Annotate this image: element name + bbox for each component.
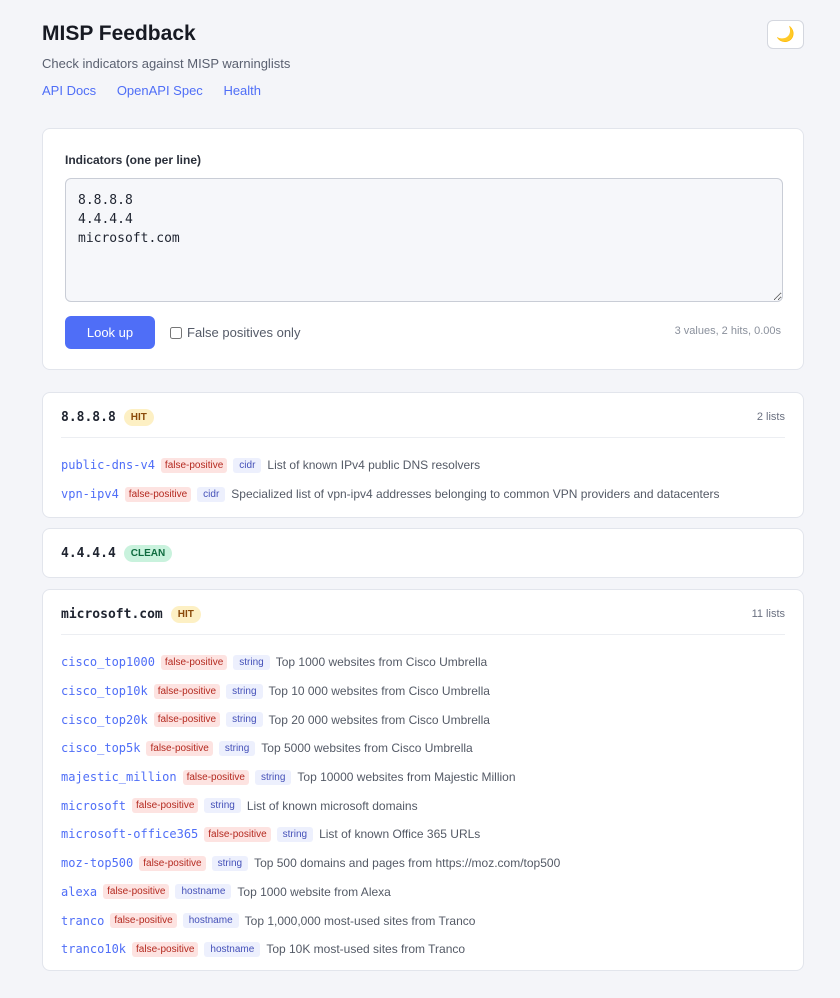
type-tag: string <box>226 712 263 728</box>
category-tag: false-positive <box>124 486 192 502</box>
type-tag: cidr <box>233 457 262 473</box>
openapi-spec-link[interactable]: OpenAPI Spec <box>116 83 203 98</box>
type-tag: hostname <box>182 913 239 929</box>
indicators-input[interactable]: 8.8.8.8 4.4.4.4 microsoft.com <box>65 178 783 302</box>
indicator-value: 8.8.8.8 <box>61 410 116 425</box>
category-tag: false-positive <box>110 913 177 929</box>
list-description: List of known IPv4 public DNS resolvers <box>267 458 481 473</box>
list-description: Top 1,000,000 most-used sites from Tranc… <box>244 913 476 928</box>
warninglist-link[interactable]: tranco <box>61 913 105 928</box>
warninglist-link[interactable]: cisco_top1000 <box>61 655 155 670</box>
list-item: tranco10k false-positive hostname Top 10… <box>61 935 560 964</box>
type-tag: string <box>226 683 263 699</box>
type-tag: string <box>276 826 314 842</box>
list-item: microsoft-office365 false-positive strin… <box>61 820 560 849</box>
list-description: Top 1000 website from Alexa <box>237 884 391 899</box>
category-tag: false-positive <box>182 769 249 785</box>
page-title: MISP Feedback <box>42 22 196 45</box>
list-item: public-dns-v4 false-positive cidr List o… <box>61 451 720 480</box>
result-card: 4.4.4.4 CLEAN <box>42 528 804 578</box>
list-item: cisco_top1000 false-positive string Top … <box>61 648 560 677</box>
warninglist-link[interactable]: public-dns-v4 <box>61 458 155 473</box>
status-badge: HIT <box>123 409 154 426</box>
warninglist-link[interactable]: cisco_top10k <box>61 684 148 699</box>
list-description: Top 20 000 websites from Cisco Umbrella <box>268 712 490 727</box>
result-card: 8.8.8.8 HIT 2 lists public-dns-v4 false-p… <box>42 392 804 518</box>
list-item: cisco_top10k false-positive string Top 1… <box>61 677 560 706</box>
type-tag: string <box>233 654 270 670</box>
list-item: majestic_million false-positive string T… <box>61 763 560 792</box>
warninglist-link[interactable]: vpn-ipv4 <box>61 487 119 502</box>
type-tag: hostname <box>175 884 232 900</box>
list-description: Top 1000 websites from Cisco Umbrella <box>275 655 488 670</box>
indicators-label: Indicators (one per line) <box>65 153 202 167</box>
type-tag: hostname <box>204 941 261 957</box>
false-positives-checkbox-input[interactable] <box>170 326 182 339</box>
list-description: Top 10K most-used sites from Tranco <box>266 942 466 957</box>
list-description: Top 500 domains and pages from https://m… <box>254 856 561 871</box>
warninglist-link[interactable]: cisco_top20k <box>61 712 148 727</box>
checkbox-label: False positives only <box>187 325 301 340</box>
page-subtitle: Check indicators against MISP warninglis… <box>42 56 291 71</box>
moon-icon: 🌙 <box>776 26 795 43</box>
warninglist-link[interactable]: microsoft-office365 <box>61 827 199 842</box>
list-item: microsoft false-positive string List of … <box>61 791 560 820</box>
divider <box>61 437 785 438</box>
category-tag: false-positive <box>146 740 213 756</box>
warninglist-link[interactable]: majestic_million <box>61 770 177 785</box>
list-item: vpn-ipv4 false-positive cidr Specialized… <box>61 480 720 509</box>
category-tag: false-positive <box>153 683 221 699</box>
category-tag: false-positive <box>160 654 228 670</box>
result-card: microsoft.com HIT 11 lists cisco_top1000 … <box>42 589 804 971</box>
list-description: Top 10 000 websites from Cisco Umbrella <box>268 684 490 699</box>
category-tag: false-positive <box>153 712 221 728</box>
list-description: Specialized list of vpn-ipv4 addresses b… <box>231 487 720 502</box>
category-tag: false-positive <box>132 798 199 814</box>
false-positives-only-checkbox[interactable]: False positives only <box>170 325 300 340</box>
status-badge: CLEAN <box>123 545 173 562</box>
warninglist-link[interactable]: moz-top500 <box>61 856 134 871</box>
type-tag: string <box>211 855 249 871</box>
warninglist-link[interactable]: microsoft <box>61 798 127 813</box>
header-links: API Docs OpenAPI Spec Health <box>42 83 278 98</box>
list-description: Top 10000 websites from Majestic Million <box>297 770 516 785</box>
list-description: List of known Office 365 URLs <box>319 827 481 842</box>
api-docs-link[interactable]: API Docs <box>42 83 97 98</box>
indicator-value: microsoft.com <box>61 607 163 622</box>
indicator-value: 4.4.4.4 <box>61 546 116 561</box>
category-tag: false-positive <box>103 884 170 900</box>
list-item: alexa false-positive hostname Top 1000 w… <box>61 878 560 907</box>
list-item: cisco_top5k false-positive string Top 50… <box>61 734 560 763</box>
type-tag: string <box>254 769 292 785</box>
list-description: List of known microsoft domains <box>246 798 418 813</box>
lookup-stats: 3 values, 2 hits, 0.00s <box>674 325 781 337</box>
divider <box>61 634 785 635</box>
category-tag: false-positive <box>204 826 271 842</box>
warninglist-link[interactable]: cisco_top5k <box>61 741 141 756</box>
look-up-button[interactable]: Look up <box>65 316 155 349</box>
category-tag: false-positive <box>139 855 206 871</box>
list-item: cisco_top20k false-positive string Top 2… <box>61 705 560 734</box>
health-link[interactable]: Health <box>223 83 262 98</box>
warninglist-link[interactable]: alexa <box>61 884 98 899</box>
theme-toggle-button[interactable]: 🌙 <box>767 20 804 49</box>
category-tag: false-positive <box>132 941 199 957</box>
category-tag: false-positive <box>160 457 228 473</box>
list-item: moz-top500 false-positive string Top 500… <box>61 849 560 878</box>
list-count: 11 lists <box>751 608 785 620</box>
list-item: tranco false-positive hostname Top 1,000… <box>61 906 560 935</box>
type-tag: string <box>204 798 241 814</box>
type-tag: cidr <box>197 486 226 502</box>
lookup-form: Indicators (one per line) 8.8.8.8 4.4.4.… <box>42 128 804 370</box>
list-description: Top 5000 websites from Cisco Umbrella <box>261 741 473 756</box>
type-tag: string <box>218 740 256 756</box>
list-count: 2 lists <box>756 411 785 423</box>
status-badge: HIT <box>170 606 201 623</box>
warninglist-link[interactable]: tranco10k <box>61 942 127 957</box>
